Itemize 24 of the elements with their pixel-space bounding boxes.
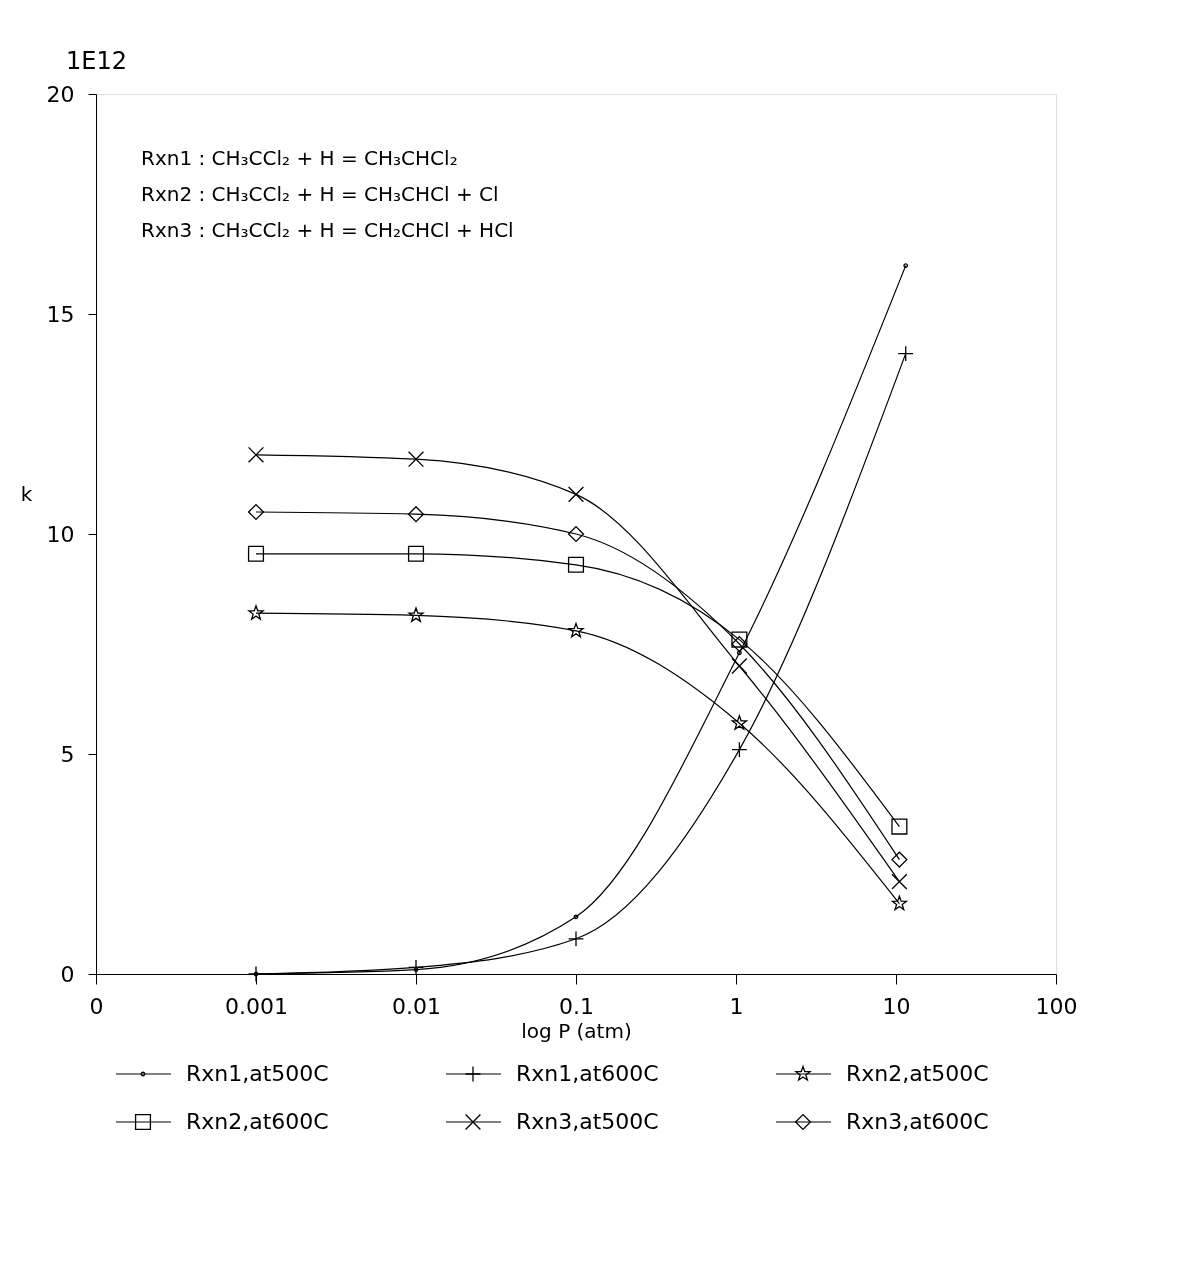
y-tick-label: 5 (60, 741, 75, 767)
annotation: Rxn3 : CH₃CCl₂ + H = CH₂CHCl + HCl (141, 218, 514, 242)
y-tick-label: 15 (46, 301, 75, 327)
legend-label: Rxn3,at500C (516, 1109, 659, 1134)
x-axis-title: log P (atm) (521, 1018, 632, 1043)
y-axis-title: k (20, 481, 33, 506)
x-tick-label: 100 (1035, 993, 1078, 1019)
x-tick-label: 0.1 (559, 993, 594, 1019)
annotation: Rxn2 : CH₃CCl₂ + H = CH₃CHCl + Cl (141, 182, 499, 206)
y-tick-label: 10 (46, 521, 75, 547)
y-tick-label: 20 (46, 81, 75, 107)
x-tick-label: 1 (729, 993, 744, 1019)
legend-label: Rxn1,at500C (186, 1061, 329, 1086)
x-tick-label: 0.01 (392, 993, 441, 1019)
x-tick-label: 0.001 (225, 993, 288, 1019)
y-tick-label: 0 (60, 961, 75, 987)
legend-label: Rxn2,at600C (186, 1109, 329, 1134)
legend-label: Rxn2,at500C (846, 1061, 989, 1086)
x-tick-label: 10 (882, 993, 911, 1019)
legend-label: Rxn3,at600C (846, 1109, 989, 1134)
legend-label: Rxn1,at600C (516, 1061, 659, 1086)
x-tick-label: 0 (89, 993, 104, 1019)
text: 1E12 (66, 47, 127, 75)
annotation: Rxn1 : CH₃CCl₂ + H = CH₃CHCl₂ (141, 146, 458, 170)
